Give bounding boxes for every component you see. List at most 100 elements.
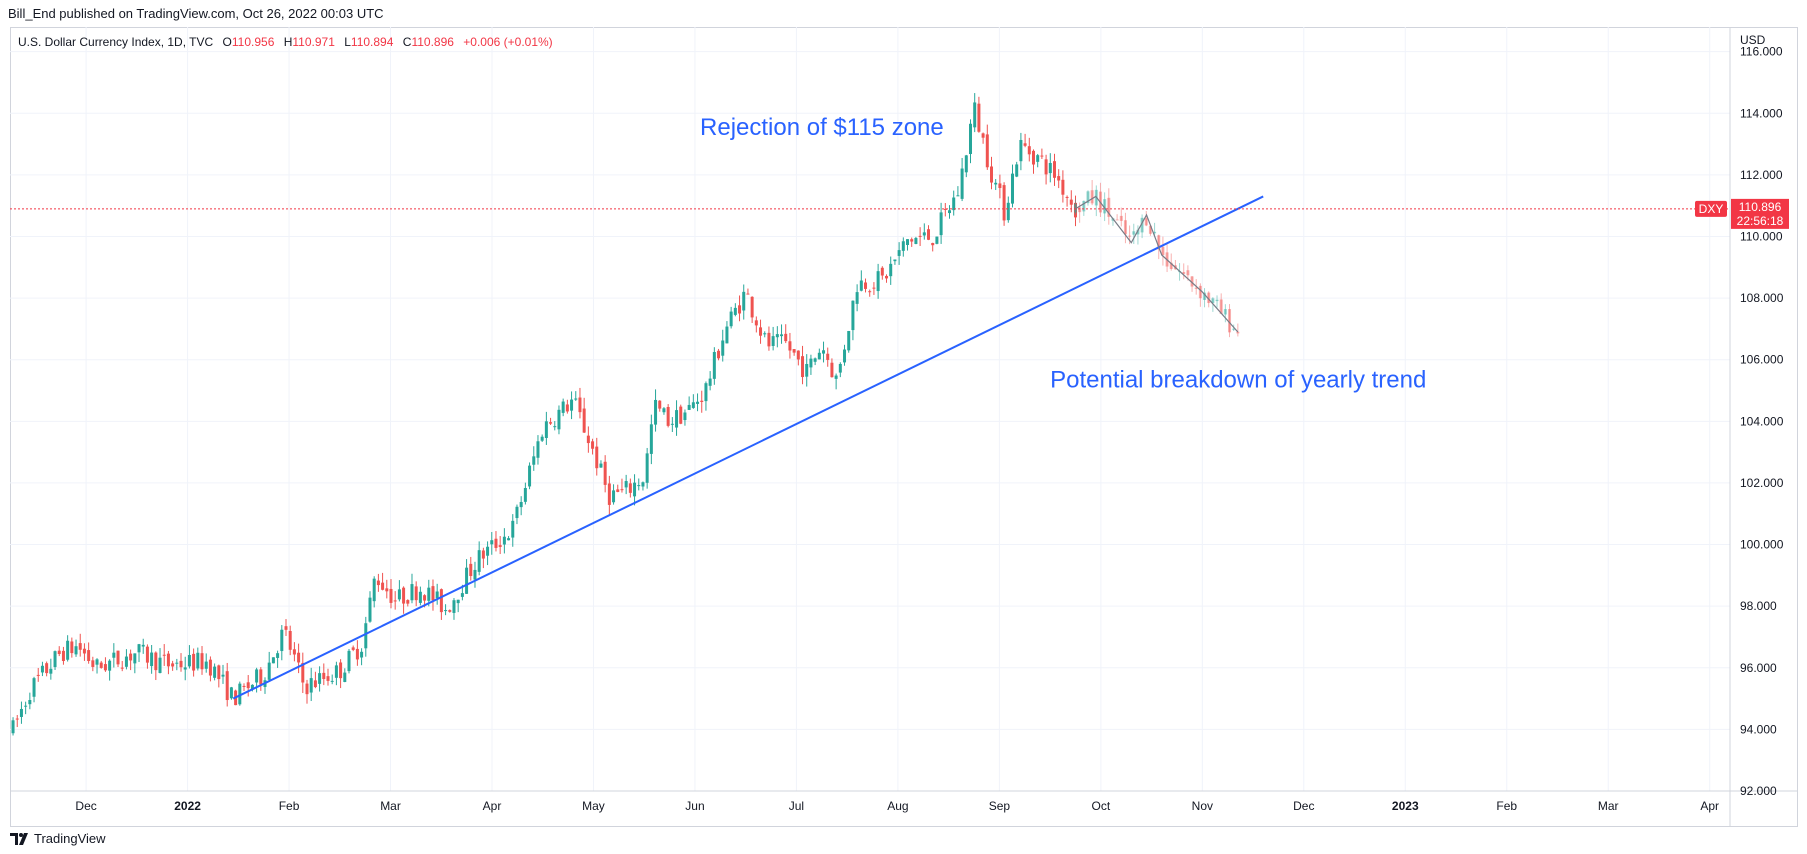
candle-body [129,653,133,661]
candle-body [847,331,851,351]
price-tick-label: 104.000 [1740,414,1784,428]
candle-body [1144,218,1148,226]
candle-body [1203,292,1207,300]
candle-body [654,399,658,425]
candle-body [633,482,637,497]
candle-body [809,358,813,368]
legend-low-label: L [344,35,351,49]
candle-body [175,662,179,664]
candle-body [410,584,414,601]
candle-body [355,648,359,660]
time-tick-label: Sep [989,799,1011,813]
candle-body [565,404,569,412]
candle-body [696,401,700,404]
candle-body [133,653,137,664]
candle-body [948,210,952,214]
candle-body [914,237,918,244]
candle-body [95,659,99,665]
candle-body [956,195,960,197]
candle-body [1040,155,1044,157]
last-price-badge[interactable]: 110.896 22:56:18 [1731,198,1789,229]
time-tick-label: Oct [1092,799,1111,813]
candle-body [1190,276,1194,287]
candle-body [742,291,746,311]
candle-body [406,600,410,604]
candle-body [649,424,653,454]
candle-body [788,341,792,351]
candle-body [502,536,506,545]
candle-body [1186,270,1190,276]
candle-body [368,597,372,622]
publish-info: Bill_End published on TradingView.com, O… [8,6,384,21]
candle-body [1148,225,1152,234]
candle-body [1215,299,1219,302]
candle-body [469,563,473,577]
annotation-rejection[interactable]: Rejection of $115 zone [700,114,944,141]
candle-body [981,133,985,138]
legend-close: 110.896 [411,35,454,49]
candle-body [843,349,847,363]
price-tick-label: 94.000 [1740,722,1777,736]
time-tick-label: Mar [380,799,401,813]
candle-body [326,676,330,681]
candle-body [771,336,775,346]
candle-body [162,654,166,656]
candle-body [460,593,464,597]
candle-body [528,465,532,487]
time-tick-label: Mar [1598,799,1619,813]
candle-body [801,356,805,378]
candle-body [288,631,292,650]
legend-open: 110.956 [231,35,275,49]
candle-body [805,363,809,377]
candle-body [208,659,212,676]
candle-body [280,629,284,652]
symbol-legend[interactable]: U.S. Dollar Currency Index, 1D, TVC O110… [18,35,553,49]
candle-body [1086,191,1090,204]
candle-body [868,291,872,293]
candle-body [171,663,175,667]
candle-body [452,600,456,613]
annotation-breakdown[interactable]: Potential breakdown of yearly trend [1050,366,1426,393]
candle-body [532,456,536,465]
candle-body [360,651,364,658]
candle-body [15,718,19,720]
candle-body [1031,150,1035,165]
symbol-badge-label: DXY [1699,202,1724,216]
projection-path[interactable] [1075,195,1239,333]
candle-body [330,680,334,682]
symbol-badge[interactable]: DXY [1695,200,1727,217]
candle-body [675,410,679,428]
candle-body [851,300,855,331]
chart-pane[interactable] [10,27,1798,827]
candle-body [704,383,708,402]
candle-body [19,708,23,717]
candle-body [927,229,931,240]
ascending-trendline[interactable] [232,195,1264,700]
candle-body [931,243,935,246]
candle-body [145,646,149,663]
candle-body [439,589,443,613]
candle-body [435,591,439,599]
candle-body [544,421,548,438]
candle-body [120,667,124,669]
candle-body [763,333,767,335]
candle-body [1198,285,1202,299]
price-tick-label: 96.000 [1740,661,1777,675]
tradingview-logo[interactable]: TradingView [10,831,106,846]
candle-body [511,520,515,538]
candle-body [301,662,305,683]
time-tick-label: Feb [279,799,300,813]
candle-body [45,663,49,674]
candle-body [1119,215,1123,221]
candle-body [540,436,544,441]
candle-body [1044,159,1048,175]
candle-body [1061,179,1065,195]
candle-body [817,352,821,360]
legend-symbol: U.S. Dollar Currency Index, 1D, TVC [18,35,214,49]
candle-body [746,293,750,295]
candle-body [1132,231,1136,235]
candle-body [523,488,527,502]
candle-body [238,683,242,705]
candle-body [1052,161,1056,178]
